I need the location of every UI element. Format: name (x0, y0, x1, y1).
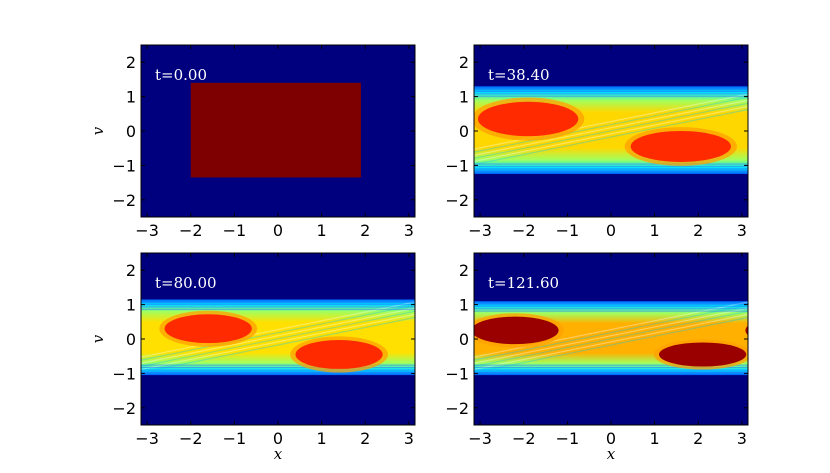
x-tick-label: −3 (468, 429, 492, 448)
plot-area (474, 86, 830, 174)
x-tick-label: −3 (468, 221, 492, 240)
x-tick-label: 0 (606, 429, 616, 448)
panel-4: −3 −2 −1 0 1 2 3 −2 −1 0 1 2 t=121.60 x (445, 252, 749, 463)
x-tick-label: −2 (179, 429, 203, 448)
vortex-core (630, 131, 731, 162)
panel-3: −3 −2 −1 0 1 2 3 −2 −1 0 1 2 t=80.00 v x (21, 252, 416, 463)
x-tick-label: −1 (556, 221, 580, 240)
filament-strand (141, 301, 415, 358)
plot-area (21, 299, 415, 376)
x-tick-label: 2 (360, 221, 370, 240)
x-tick-label: 1 (317, 429, 327, 448)
y-tick-label: −1 (445, 364, 469, 383)
plot-area (474, 301, 748, 376)
x-tick-label: 2 (693, 221, 703, 240)
y-tick-label: 1 (126, 296, 136, 315)
x-tick-label: −2 (512, 429, 536, 448)
x-tick-label: −2 (512, 221, 536, 240)
y-tick-label: 0 (126, 330, 136, 349)
y-tick-label: −2 (112, 399, 136, 418)
y-tick-label: −1 (112, 364, 136, 383)
filament-strand (474, 316, 748, 374)
x-tick-label: 3 (737, 221, 747, 240)
y-tick-label: −2 (112, 191, 136, 210)
distribution-block (190, 82, 361, 178)
filament-strand (474, 310, 748, 367)
y-tick-label: −2 (445, 399, 469, 418)
x-tick-label: −1 (223, 429, 247, 448)
x-tick-label: −1 (223, 221, 247, 240)
y-tick-label: −1 (112, 156, 136, 175)
plot-area (190, 82, 361, 178)
y-tick-label: 2 (126, 53, 136, 72)
x-tick-label: −2 (179, 221, 203, 240)
y-tick-label: 1 (459, 296, 469, 315)
panel-2: −3 −2 −1 0 1 2 3 −2 −1 0 1 2 t=38.40 (445, 44, 830, 240)
y-tick-label: 0 (459, 330, 469, 349)
x-tick-label: 2 (693, 429, 703, 448)
y-tick-label: 0 (126, 122, 136, 141)
x-tick-label: 3 (404, 221, 414, 240)
x-tick-label: 3 (404, 429, 414, 448)
vortex-core-wrap (752, 102, 830, 136)
filament-strand (474, 102, 748, 159)
filament-strand (474, 304, 748, 361)
x-tick-label: 1 (317, 221, 327, 240)
time-label: t=38.40 (488, 66, 550, 84)
filament-strand (474, 99, 748, 156)
y-tick-label: 2 (126, 261, 136, 280)
filament-strand (474, 313, 748, 371)
filament-strand (474, 307, 748, 364)
vortex-core (164, 314, 252, 344)
y-tick-label: −2 (445, 191, 469, 210)
vortex-core-wrap (745, 325, 748, 336)
vortex-core (474, 316, 559, 345)
y-tick-label: 0 (459, 122, 469, 141)
filament-strand (141, 310, 415, 367)
x-tick-label: 0 (606, 221, 616, 240)
x-axis-label: x (607, 445, 616, 463)
filament-strand (141, 313, 415, 371)
y-tick-label: 1 (459, 88, 469, 107)
vortex-core (295, 340, 383, 369)
x-tick-label: 1 (650, 429, 660, 448)
vortex-core-wrap (21, 340, 108, 369)
filament-strand (141, 307, 415, 364)
y-tick-label: 2 (459, 53, 469, 72)
filament-strand (141, 304, 415, 361)
x-tick-label: 1 (650, 221, 660, 240)
filament-strand (474, 108, 748, 166)
y-axis-label: v (89, 334, 107, 343)
filament-strand (474, 105, 748, 163)
vortex-core (477, 101, 579, 137)
x-axis-label: x (274, 445, 283, 463)
vortex-core (658, 342, 747, 367)
filament-strand (141, 316, 415, 374)
panel-1: −3 −2 −1 0 1 2 3 −2 −1 0 1 2 t=0.00 v (89, 44, 416, 240)
y-tick-label: 1 (126, 88, 136, 107)
filament-strand (474, 96, 748, 153)
x-tick-label: −3 (135, 221, 159, 240)
y-tick-label: 2 (459, 261, 469, 280)
x-tick-label: −1 (556, 429, 580, 448)
x-tick-label: −3 (135, 429, 159, 448)
time-label: t=121.60 (488, 274, 559, 292)
y-tick-label: −1 (445, 156, 469, 175)
x-tick-label: 0 (273, 221, 283, 240)
time-label: t=80.00 (155, 274, 217, 292)
x-tick-label: 0 (273, 429, 283, 448)
x-tick-label: 2 (360, 429, 370, 448)
x-tick-label: 3 (737, 429, 747, 448)
y-axis-label: v (89, 126, 107, 135)
time-label: t=0.00 (155, 66, 207, 84)
